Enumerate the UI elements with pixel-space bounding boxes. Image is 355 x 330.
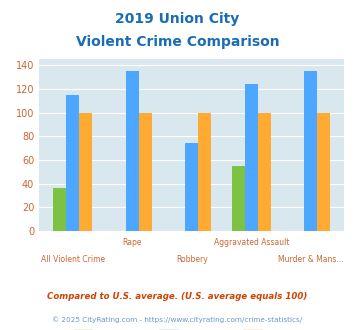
Bar: [245, 84, 258, 231]
Text: Compared to U.S. average. (U.S. average equals 100): Compared to U.S. average. (U.S. average …: [47, 292, 308, 301]
Legend: Union City, Oklahoma, National: Union City, Oklahoma, National: [69, 325, 314, 330]
Text: Rape: Rape: [122, 238, 142, 247]
Text: All Violent Crime: All Violent Crime: [40, 255, 105, 264]
Text: 2019 Union City: 2019 Union City: [115, 12, 240, 25]
Bar: [126, 71, 139, 231]
Bar: [139, 113, 152, 231]
Bar: [231, 166, 245, 231]
Bar: [258, 113, 271, 231]
Bar: [304, 71, 317, 231]
Text: Aggravated Assault: Aggravated Assault: [213, 238, 289, 247]
Text: Robbery: Robbery: [176, 255, 208, 264]
Bar: [198, 113, 211, 231]
Bar: [66, 95, 79, 231]
Text: © 2025 CityRating.com - https://www.cityrating.com/crime-statistics/: © 2025 CityRating.com - https://www.city…: [53, 317, 302, 323]
Bar: [79, 113, 92, 231]
Bar: [185, 144, 198, 231]
Text: Violent Crime Comparison: Violent Crime Comparison: [76, 35, 279, 49]
Bar: [53, 188, 66, 231]
Bar: [317, 113, 331, 231]
Text: Murder & Mans...: Murder & Mans...: [278, 255, 344, 264]
